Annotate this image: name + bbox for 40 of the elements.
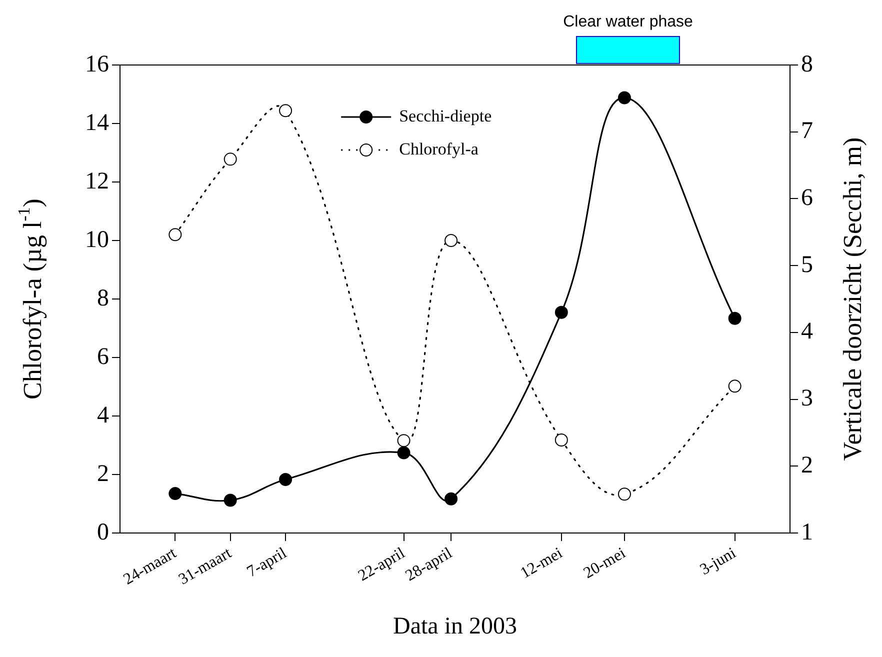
point [168, 228, 182, 242]
point [397, 434, 410, 448]
y2-tick-label: 7 [801, 118, 813, 144]
y-tick-label: 2 [97, 460, 109, 487]
point [554, 433, 568, 446]
point [618, 91, 631, 104]
point [279, 473, 292, 486]
y2-tick-label: 6 [801, 185, 813, 212]
y-tick-label: 8 [97, 285, 109, 312]
point [444, 234, 458, 247]
y-tick-label: 10 [85, 226, 109, 253]
legend-label: Secchi-diepte [399, 106, 492, 126]
y2-tick-label: 3 [801, 386, 813, 412]
y2-tick-label: 5 [801, 252, 813, 278]
y2-tick-label: 8 [801, 51, 813, 78]
y-axis-title: Chlorofyl-a (µg l-1) [14, 198, 47, 400]
y-tick-label: 0 [97, 519, 109, 546]
point [168, 487, 182, 500]
y-tick-label: 4 [97, 402, 109, 428]
y-tick-label: 12 [85, 168, 109, 194]
point [444, 492, 458, 506]
point [224, 152, 237, 166]
point [618, 488, 631, 501]
y2-axis-title: Verticale doorzicht (Secchi, m) [838, 137, 867, 461]
point [728, 380, 742, 393]
point [728, 312, 742, 325]
legend-label: Chlorofyl-a [399, 139, 479, 158]
y-tick-label: 14 [85, 110, 109, 136]
x-axis-title: Data in 2003 [393, 613, 517, 640]
x-tick-label: 3-juni [697, 544, 740, 579]
y2-tick-label: 2 [801, 452, 813, 478]
y2-tick-label: 1 [801, 519, 813, 546]
text: Clear water phase [563, 13, 694, 30]
point [397, 446, 410, 460]
point [279, 104, 292, 118]
point [554, 306, 568, 319]
y-tick-label: 6 [97, 344, 109, 370]
point [224, 494, 237, 507]
y2-tick-label: 4 [801, 318, 813, 345]
y-tick-label: 16 [85, 51, 109, 78]
